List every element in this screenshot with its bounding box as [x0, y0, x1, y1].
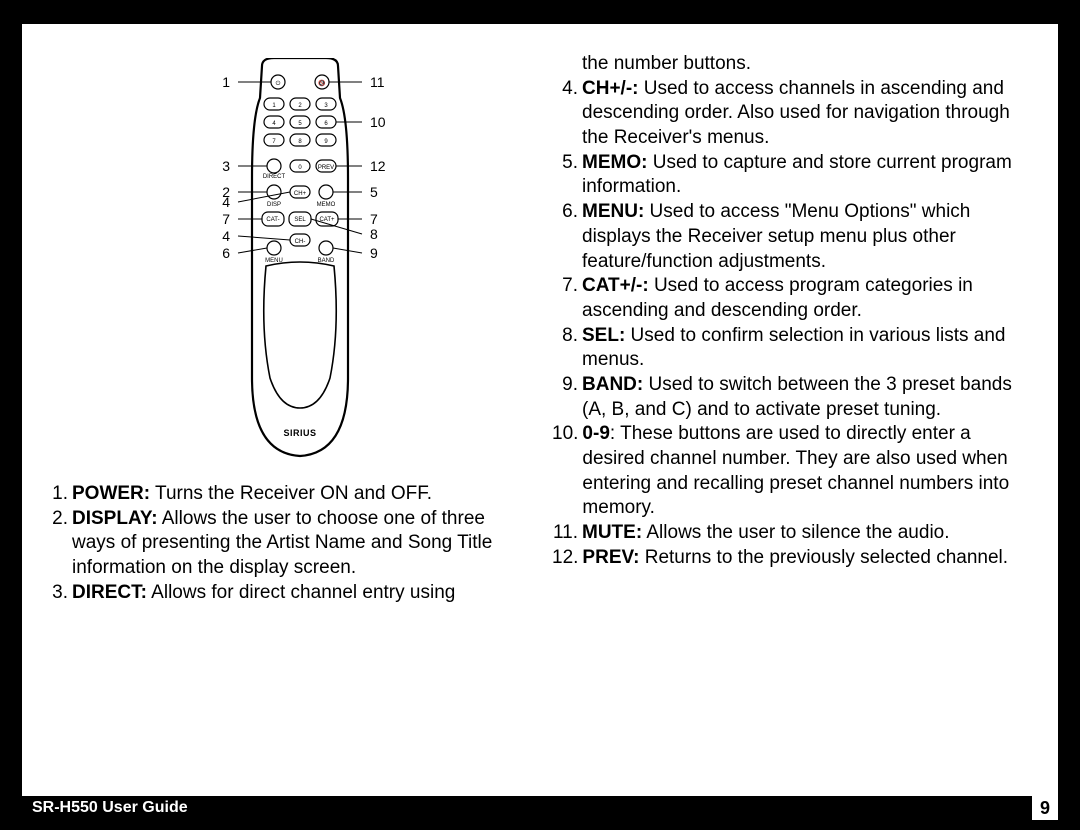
menu-button [267, 241, 281, 255]
svg-text:PREV: PREV [318, 165, 334, 171]
item-number: 12. [552, 546, 582, 571]
item-number: 1. [42, 482, 72, 507]
item-body: CH+/-: Used to access channels in ascend… [582, 77, 1038, 151]
svg-text:12: 12 [370, 158, 386, 174]
item-label: 0-9 [582, 423, 609, 444]
item-body: POWER: Turns the Receiver ON and OFF. [72, 482, 522, 507]
svg-text:1: 1 [222, 74, 230, 90]
item-body: MEMO: Used to capture and store current … [582, 151, 1038, 200]
desc-item: 4.CH+/-: Used to access channels in asce… [552, 77, 1038, 151]
svg-text:7: 7 [370, 211, 378, 227]
remote-diagram: ⏻ 🔇 1 2 3 4 5 6 7 8 9 DIRECT 0 PREV DISP… [42, 52, 522, 482]
item-label: SEL: [582, 325, 625, 346]
right-desc-list: the number buttons.4.CH+/-: Used to acce… [552, 52, 1038, 570]
svg-text:DIRECT: DIRECT [263, 174, 286, 180]
svg-text:9: 9 [370, 245, 378, 261]
memo-button [319, 185, 333, 199]
item-number: 10. [552, 422, 582, 521]
item-label: DIRECT: [72, 582, 147, 603]
desc-item: 5.MEMO: Used to capture and store curren… [552, 151, 1038, 200]
item-body: SEL: Used to confirm selection in variou… [582, 324, 1038, 373]
item-label: CH+/-: [582, 78, 638, 99]
two-column-layout: ⏻ 🔇 1 2 3 4 5 6 7 8 9 DIRECT 0 PREV DISP… [42, 52, 1038, 790]
content-area: ⏻ 🔇 1 2 3 4 5 6 7 8 9 DIRECT 0 PREV DISP… [22, 20, 1058, 800]
desc-item: the number buttons. [552, 52, 1038, 77]
item-label: PREV: [582, 547, 639, 568]
svg-text:CH-: CH- [295, 239, 306, 245]
desc-item: 8.SEL: Used to confirm selection in vari… [552, 324, 1038, 373]
svg-text:4: 4 [222, 194, 230, 210]
mute-icon: 🔇 [318, 79, 326, 87]
desc-item: 9.BAND: Used to switch between the 3 pre… [552, 373, 1038, 422]
item-body: 0-9: These buttons are used to directly … [582, 422, 1038, 521]
remote-lower-lobe [264, 262, 337, 408]
svg-text:MEMO: MEMO [317, 202, 336, 208]
band-button [319, 241, 333, 255]
desc-item: 2.DISPLAY: Allows the user to choose one… [42, 507, 522, 581]
svg-text:3: 3 [222, 158, 230, 174]
item-number: 5. [552, 151, 582, 200]
svg-text:SEL: SEL [294, 217, 306, 223]
direct-button [267, 159, 281, 173]
svg-text:DISP: DISP [267, 202, 281, 208]
item-number: 11. [552, 521, 582, 546]
item-body: MUTE: Allows the user to silence the aud… [582, 521, 1038, 546]
item-number: 2. [42, 507, 72, 581]
item-number: 4. [552, 77, 582, 151]
desc-item: 11.MUTE: Allows the user to silence the … [552, 521, 1038, 546]
svg-text:4: 4 [222, 228, 230, 244]
item-number [552, 52, 582, 77]
right-column: the number buttons.4.CH+/-: Used to acce… [552, 52, 1038, 790]
power-icon: ⏻ [276, 80, 281, 87]
svg-text:CH+: CH+ [294, 191, 307, 197]
footer-page-number: 9 [1032, 796, 1058, 820]
svg-text:6: 6 [222, 245, 230, 261]
left-desc-list: 1.POWER: Turns the Receiver ON and OFF.2… [42, 482, 522, 605]
item-body: PREV: Returns to the previously selected… [582, 546, 1038, 571]
desc-item: 3.DIRECT: Allows for direct channel entr… [42, 581, 522, 606]
svg-text:10: 10 [370, 114, 386, 130]
desc-item: 7.CAT+/-: Used to access program categor… [552, 274, 1038, 323]
item-body: CAT+/-: Used to access program categorie… [582, 274, 1038, 323]
item-number: 3. [42, 581, 72, 606]
item-label: MEMO: [582, 152, 647, 173]
brand-label: SIRIUS [283, 428, 316, 438]
disp-button [267, 185, 281, 199]
item-body: the number buttons. [582, 52, 1038, 77]
svg-text:5: 5 [370, 184, 378, 200]
svg-text:CAT-: CAT- [266, 217, 279, 223]
item-number: 9. [552, 373, 582, 422]
item-number: 8. [552, 324, 582, 373]
item-label: POWER: [72, 483, 150, 504]
desc-item: 12.PREV: Returns to the previously selec… [552, 546, 1038, 571]
remote-svg: ⏻ 🔇 1 2 3 4 5 6 7 8 9 DIRECT 0 PREV DISP… [200, 58, 400, 478]
item-label: BAND: [582, 374, 643, 395]
item-label: MUTE: [582, 522, 642, 543]
desc-item: 1.POWER: Turns the Receiver ON and OFF. [42, 482, 522, 507]
digit-pad: 1 2 3 4 5 6 7 8 9 [264, 98, 336, 146]
item-body: MENU: Used to access "Menu Options" whic… [582, 200, 1038, 274]
left-column: ⏻ 🔇 1 2 3 4 5 6 7 8 9 DIRECT 0 PREV DISP… [42, 52, 522, 790]
item-label: CAT+/-: [582, 275, 649, 296]
item-label: DISPLAY: [72, 508, 158, 529]
item-number: 7. [552, 274, 582, 323]
svg-text:11: 11 [370, 74, 385, 90]
item-number: 6. [552, 200, 582, 274]
item-body: DISPLAY: Allows the user to choose one o… [72, 507, 522, 581]
svg-text:7: 7 [222, 211, 230, 227]
page-footer: SR-H550 User Guide 9 [22, 796, 1058, 820]
item-body: DIRECT: Allows for direct channel entry … [72, 581, 522, 606]
manual-page: ⏻ 🔇 1 2 3 4 5 6 7 8 9 DIRECT 0 PREV DISP… [0, 0, 1080, 830]
footer-guide: SR-H550 User Guide [32, 799, 188, 817]
item-label: MENU: [582, 201, 644, 222]
desc-item: 6.MENU: Used to access "Menu Options" wh… [552, 200, 1038, 274]
item-body: BAND: Used to switch between the 3 prese… [582, 373, 1038, 422]
svg-text:8: 8 [370, 226, 378, 242]
desc-item: 10.0-9: These buttons are used to direct… [552, 422, 1038, 521]
